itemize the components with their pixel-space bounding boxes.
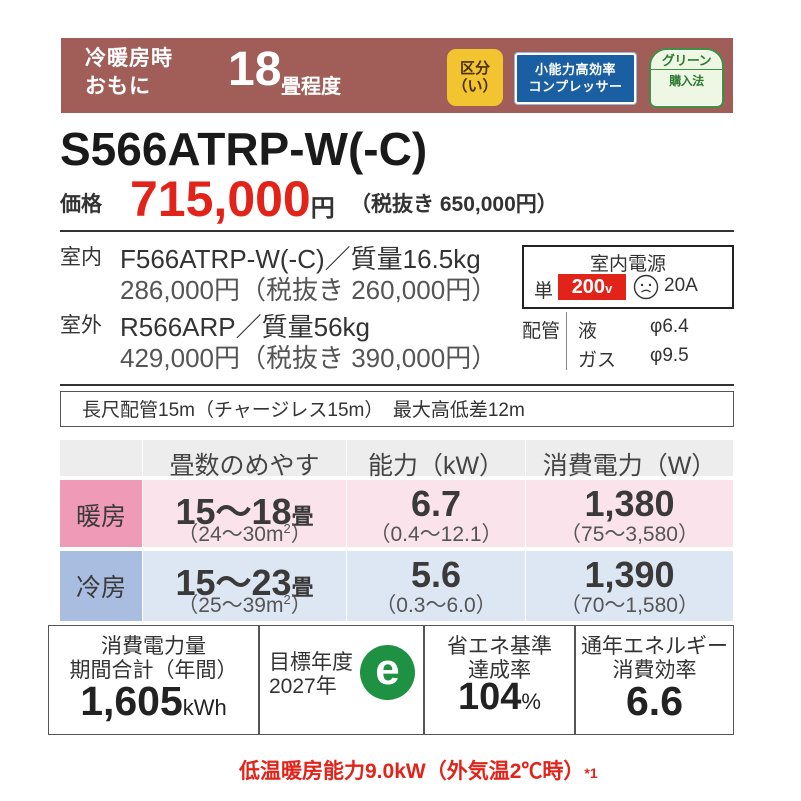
svg-text:e: e (375, 645, 399, 694)
